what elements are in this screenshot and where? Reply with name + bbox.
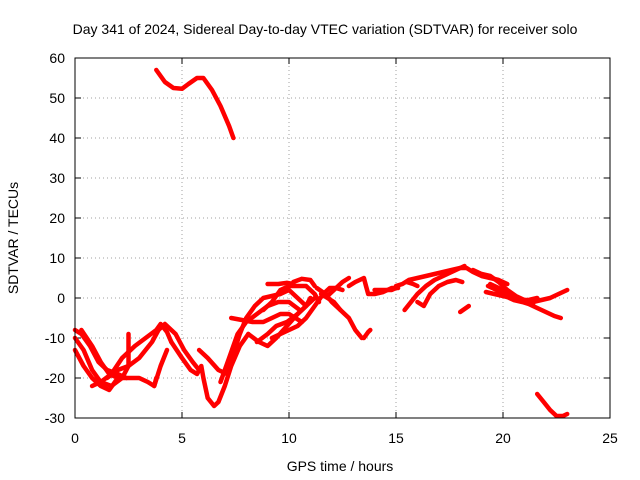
y-tick-label: 30 <box>49 170 65 186</box>
series-arc-14 <box>254 295 317 345</box>
x-tick-label: 5 <box>178 430 186 446</box>
grid <box>75 58 610 418</box>
series-arc-29 <box>457 303 472 315</box>
y-tick-label: 0 <box>57 290 65 306</box>
y-axis-label: SDTVAR / TECUs <box>5 182 21 294</box>
series-arc-7 <box>104 321 202 381</box>
series-arc-28 <box>404 279 420 289</box>
y-tick-label: -20 <box>45 370 65 386</box>
series-arc-18 <box>291 276 317 289</box>
x-tick-label: 20 <box>495 430 511 446</box>
series-arc-33 <box>487 281 536 307</box>
series-arc-1 <box>154 67 236 141</box>
series-arc-8 <box>151 347 170 389</box>
data-series <box>72 67 570 419</box>
axis-ticks: 0 5 10 15 20 25 -30 -20 -10 0 10 20 30 40 50 60 <box>45 50 618 446</box>
series-arc-10 <box>196 287 309 377</box>
y-tick-label: 10 <box>49 250 65 266</box>
plot-frame <box>74 57 611 419</box>
y-tick-label: 20 <box>49 210 65 226</box>
x-tick-label: 15 <box>388 430 404 446</box>
series-arc-20 <box>318 291 343 313</box>
series-arc-5 <box>79 327 159 389</box>
x-tick-label: 0 <box>71 430 79 446</box>
chart-title: Day 341 of 2024, Sidereal Day-to-day VTE… <box>73 21 578 37</box>
y-tick-label: 50 <box>49 90 65 106</box>
series-arc-23 <box>361 327 373 341</box>
x-tick-label: 25 <box>602 430 618 446</box>
y-tick-label: 60 <box>49 50 65 66</box>
x-axis-label: GPS time / hours <box>287 458 394 474</box>
series-arc-27 <box>415 277 465 309</box>
y-tick-label: -30 <box>45 410 65 426</box>
series-arc-26 <box>402 263 467 313</box>
y-tick-label: -10 <box>45 330 65 346</box>
x-tick-label: 10 <box>281 430 297 446</box>
y-tick-label: 40 <box>49 130 65 146</box>
series-arc-11 <box>218 299 302 385</box>
series-arc-21 <box>325 275 352 299</box>
series-arc-34 <box>534 391 570 419</box>
series-arc-16 <box>265 280 296 287</box>
series-arc-24 <box>372 285 399 293</box>
